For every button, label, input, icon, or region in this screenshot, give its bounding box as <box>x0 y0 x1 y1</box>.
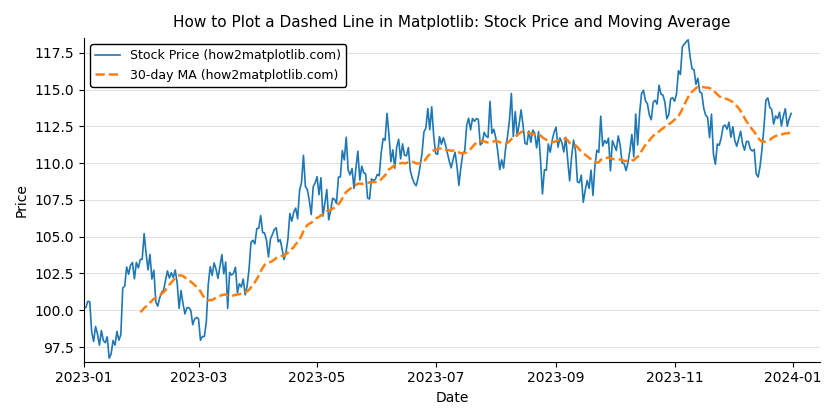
Line: 30-day MA (how2matplotlib.com): 30-day MA (how2matplotlib.com) <box>140 87 791 312</box>
Title: How to Plot a Dashed Line in Matplotlib: Stock Price and Moving Average: How to Plot a Dashed Line in Matplotlib:… <box>173 15 731 30</box>
X-axis label: Date: Date <box>435 391 469 405</box>
Legend: Stock Price (how2matplotlib.com), 30-day MA (how2matplotlib.com): Stock Price (how2matplotlib.com), 30-day… <box>90 45 346 87</box>
Y-axis label: Price: Price <box>15 183 29 217</box>
Line: Stock Price (how2matplotlib.com): Stock Price (how2matplotlib.com) <box>84 40 791 358</box>
